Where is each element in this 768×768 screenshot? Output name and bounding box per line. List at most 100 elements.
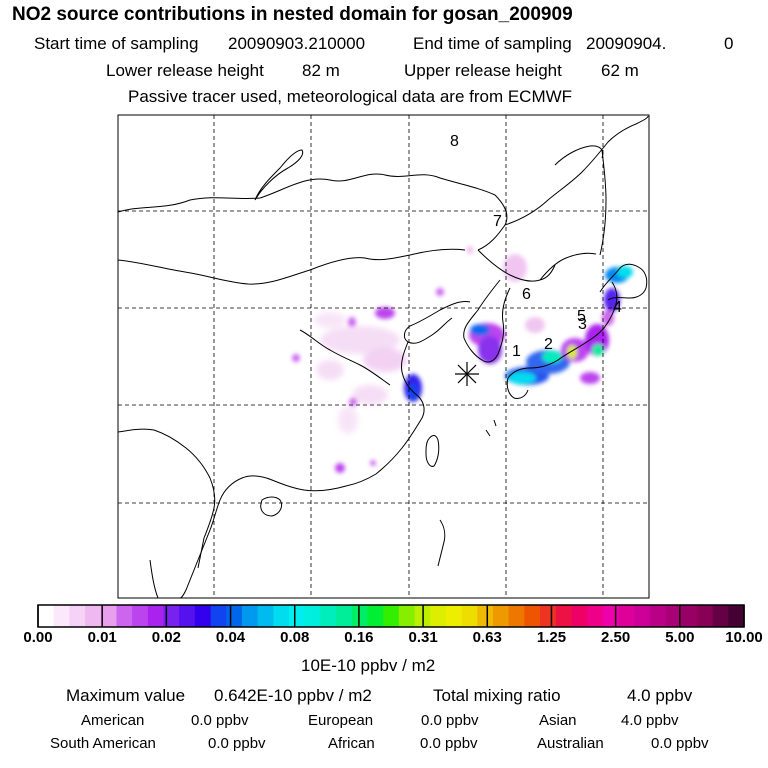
colorbar-swatch (226, 605, 243, 627)
total-mixing-label: Total mixing ratio (433, 686, 561, 705)
colorbar-swatch (587, 605, 604, 627)
colorbar-swatch (132, 605, 149, 627)
colorbar-swatch (571, 605, 588, 627)
colorbar-tick-label: 0.01 (87, 629, 117, 646)
colorbar-swatch (257, 605, 274, 627)
start-time-value: 20090903.210000 (228, 34, 366, 53)
graticule (118, 115, 649, 598)
colorbar-swatch (618, 605, 635, 627)
concentration-field (292, 246, 633, 473)
colorbar-swatch (728, 605, 745, 627)
colorbar-swatch (273, 605, 290, 627)
region-label-8: 8 (450, 133, 459, 150)
colorbar-swatch (194, 605, 212, 627)
colorbar-swatch (696, 605, 714, 627)
american-value: 0.0 ppbv (191, 712, 249, 729)
map-frame (117, 114, 650, 599)
colorbar-swatch (634, 605, 651, 627)
colorbar-swatch (540, 605, 557, 627)
colorbar-swatch (147, 605, 165, 627)
colorbar-tick-marks (37, 605, 745, 627)
colorbar-tick-label: 0.16 (344, 629, 374, 646)
asterisk-icon (455, 362, 479, 386)
colorbar-swatch (555, 605, 572, 627)
total-mixing-value: 4.0 ppbv (627, 686, 693, 705)
lower-height-label: Lower release height (106, 61, 264, 80)
south-american-label: South American (50, 735, 156, 752)
lower-height-value: 82 m (302, 61, 340, 80)
australian-value: 0.0 ppbv (651, 735, 709, 752)
colorbar-tick-label: 0.00 (23, 629, 53, 646)
colorbar-tick-label: 5.00 (665, 629, 695, 646)
colorbar-swatch (320, 605, 337, 627)
colorbar-tick-label: 10.00 (725, 629, 763, 646)
colorbar-swatch (524, 605, 541, 627)
region-label-7: 7 (493, 213, 502, 230)
region-label-4: 4 (613, 299, 622, 316)
end-time-label: End time of sampling (413, 34, 572, 53)
colorbar-swatch (85, 605, 102, 627)
colorbar-swatch (445, 605, 463, 627)
colorbar-swatch (477, 605, 494, 627)
colorbar-units: 10E-10 ppbv / m2 (301, 656, 436, 675)
colorbar-swatch (69, 605, 86, 627)
upper-height-value: 62 m (601, 61, 639, 80)
american-label: American (81, 712, 145, 729)
colorbar-swatch (289, 605, 306, 627)
colorbar-swatch (681, 605, 698, 627)
colorbar-swatch (116, 605, 133, 627)
colorbar-tick-label: 0.08 (280, 629, 310, 646)
end-time-value: 20090904. (586, 34, 667, 53)
colorbar-swatch (351, 605, 368, 627)
colorbar-swatch (210, 605, 227, 627)
region-label-2: 2 (544, 336, 553, 353)
colorbar-swatch (38, 605, 55, 627)
asian-value: 4.0 ppbv (621, 712, 679, 729)
australian-label: Australian (537, 735, 604, 752)
colorbar-swatch (492, 605, 510, 627)
african-value: 0.0 ppbv (420, 735, 478, 752)
colorbar (37, 604, 745, 628)
colorbar-swatch (100, 605, 117, 627)
south-american-value: 0.0 ppbv (208, 735, 266, 752)
colorbar-swatch (163, 605, 180, 627)
end-time-suffix: 0 (724, 34, 734, 53)
max-value-label: Maximum value (66, 686, 186, 705)
colorbar-swatch (367, 605, 384, 627)
colorbar-swatch (712, 605, 729, 627)
european-label: European (308, 712, 374, 729)
colorbar-swatch (665, 605, 682, 627)
colorbar-swatch (461, 605, 478, 627)
african-label: African (328, 735, 375, 752)
start-time-label: Start time of sampling (34, 34, 199, 53)
colorbar-swatch (398, 605, 416, 627)
region-label-1: 1 (512, 343, 521, 360)
european-value: 0.0 ppbv (421, 712, 479, 729)
region-label-5: 5 (577, 308, 586, 325)
colorbar-tick-label: 0.02 (151, 629, 181, 646)
colorbar-tick-label: 0.31 (408, 629, 438, 646)
colorbar-swatch (508, 605, 525, 627)
colorbar-tick-label: 1.25 (536, 629, 567, 646)
colorbar-swatch (383, 605, 400, 627)
colorbar-swatch (602, 605, 619, 627)
coastlines (118, 115, 649, 598)
region-label-3: 3 (578, 316, 587, 333)
colorbar-swatch (649, 605, 667, 627)
colorbar-swatch (430, 605, 447, 627)
colorbar-swatch (53, 605, 70, 627)
colorbar-swatch (179, 605, 196, 627)
asian-label: Asian (539, 712, 577, 729)
tracer-note: Passive tracer used, meteorological data… (128, 87, 573, 106)
colorbar-tick-label: 0.04 (215, 629, 246, 646)
colorbar-swatch (241, 605, 259, 627)
colorbar-tick-label: 2.50 (601, 629, 631, 646)
region-label-6: 6 (522, 286, 531, 303)
max-value: 0.642E-10 ppbv / m2 (214, 686, 372, 705)
colorbar-swatch (336, 605, 353, 627)
colorbar-tick-label: 0.63 (472, 629, 502, 646)
plot-title: NO2 source contributions in nested domai… (12, 4, 573, 25)
colorbar-swatch (304, 605, 321, 627)
upper-height-label: Upper release height (404, 61, 562, 80)
